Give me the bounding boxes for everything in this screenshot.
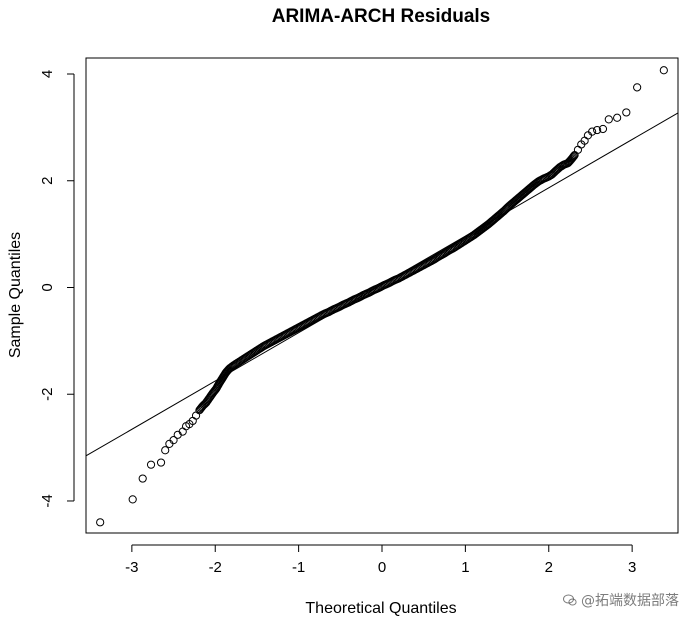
- data-point: [161, 446, 170, 455]
- x-tick-label: 1: [461, 559, 469, 576]
- data-point: [604, 115, 613, 124]
- watermark: @拓端数据部落: [563, 590, 679, 610]
- x-tick-label: -2: [209, 559, 222, 576]
- x-tick-label: 2: [545, 559, 553, 576]
- y-tick-label: 2: [39, 177, 56, 185]
- x-tick-label: -1: [292, 559, 305, 576]
- chart-title: ARIMA-ARCH Residuals: [272, 6, 491, 27]
- y-axis: -4 -2 0 2 4: [39, 70, 75, 508]
- data-point: [588, 127, 597, 136]
- y-tick-label: -4: [39, 494, 56, 507]
- x-tick-label: -3: [125, 559, 138, 576]
- data-point: [622, 108, 631, 117]
- data-point: [598, 124, 608, 134]
- data-point: [169, 436, 178, 445]
- y-tick-label: 0: [39, 283, 56, 291]
- data-point: [593, 125, 602, 135]
- y-axis-title: Sample Quantiles: [7, 232, 24, 358]
- y-tick-label: -2: [39, 388, 56, 401]
- plot-frame: [85, 57, 679, 534]
- data-point: [128, 495, 137, 504]
- x-tick-label: 0: [378, 559, 386, 576]
- x-tick-label: 3: [628, 559, 636, 576]
- data-point: [568, 153, 578, 162]
- data-point: [659, 66, 668, 75]
- x-axis-title: Theoretical Quantiles: [305, 600, 456, 617]
- y-tick-label: 4: [39, 70, 56, 78]
- data-point: [138, 474, 147, 483]
- data-point: [613, 113, 622, 122]
- watermark-text: @拓端数据部落: [581, 593, 679, 609]
- data-point: [633, 83, 642, 92]
- data-point: [156, 458, 166, 467]
- points-layer: [96, 66, 668, 527]
- data-point: [569, 152, 578, 161]
- data-point: [146, 460, 156, 469]
- data-point: [96, 518, 105, 527]
- x-axis: -3 -2 -1 0 1 2 3: [125, 544, 636, 576]
- wechat-icon: [563, 594, 577, 606]
